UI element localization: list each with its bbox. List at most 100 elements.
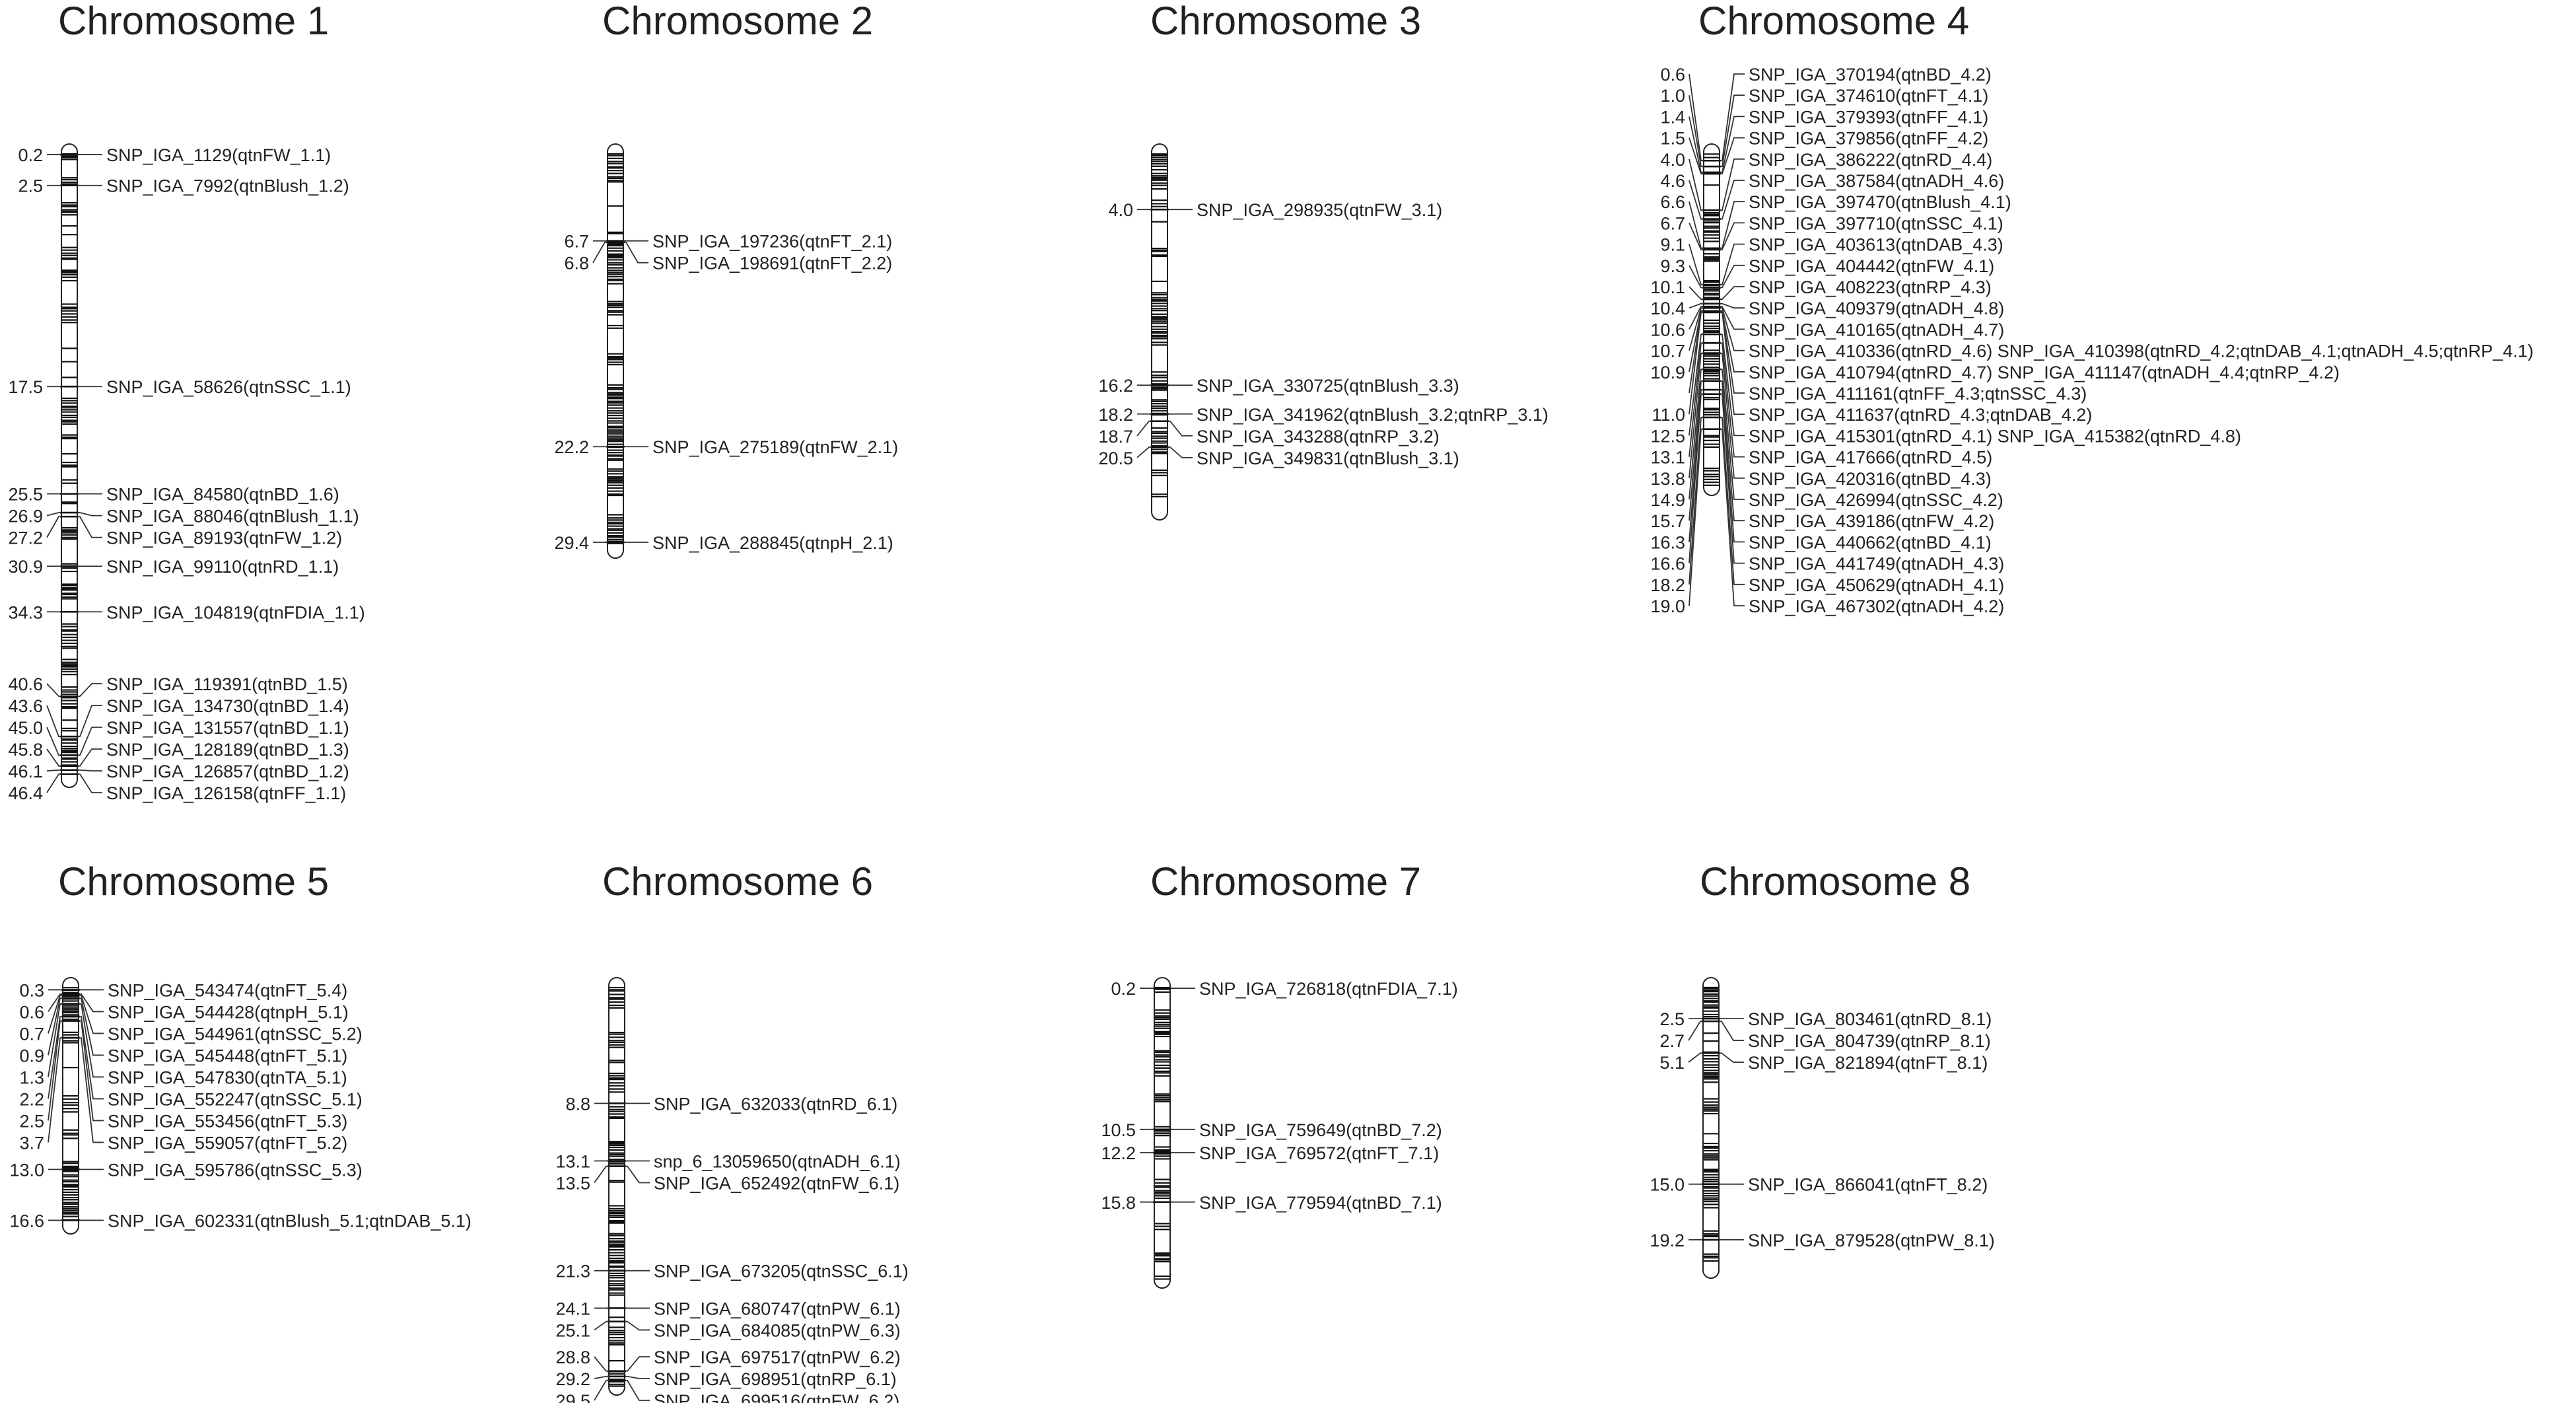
marker-label: SNP_IGA_417666(qtnRD_4.5)	[1749, 448, 1992, 468]
marker-label: SNP_IGA_410336(qtnRD_4.6) SNP_IGA_410398…	[1749, 342, 2534, 361]
chromosome-title: Chromosome 2	[602, 0, 873, 43]
marker-label: SNP_IGA_803461(qtnRD_8.1)	[1748, 1009, 1992, 1029]
chromosome-bar	[1702, 977, 1720, 1279]
marker-7-1: 0.2 SNP_IGA_726818(qtnFDIA_7.1)	[1111, 979, 1457, 999]
marker-8-1: 2.5 SNP_IGA_803461(qtnRD_8.1)	[1659, 1009, 1992, 1029]
marker-position: 13.0	[9, 1160, 44, 1180]
marker-label: SNP_IGA_370194(qtnBD_4.2)	[1749, 65, 1992, 85]
marker-4-11: 10.1 SNP_IGA_408223(qtnRP_4.3)	[1650, 277, 1992, 301]
marker-position: 12.5	[1650, 426, 1685, 446]
chromosome-bar	[1151, 143, 1168, 521]
marker-label: SNP_IGA_697517(qtnPW_6.2)	[654, 1348, 901, 1367]
marker-label: SNP_IGA_545448(qtnFT_5.1)	[108, 1046, 347, 1065]
marker-label: SNP_IGA_343288(qtnRP_3.2)	[1197, 427, 1440, 447]
marker-position: 12.2	[1101, 1143, 1136, 1163]
marker-position: 45.8	[8, 740, 43, 760]
marker-4-9: 9.1 SNP_IGA_403613(qtnDAB_4.3)	[1660, 235, 2003, 286]
marker-position: 14.9	[1650, 490, 1685, 510]
marker-1-12: 45.8 SNP_IGA_128189(qtnBD_1.3)	[8, 740, 349, 768]
marker-position: 2.2	[19, 1089, 44, 1109]
marker-label: SNP_IGA_544961(qtnSSC_5.2)	[108, 1024, 363, 1044]
marker-4-12: 10.4 SNP_IGA_409379(qtnADH_4.8)	[1650, 299, 2004, 318]
marker-label: SNP_IGA_879528(qtnPW_8.1)	[1748, 1231, 1995, 1250]
marker-6-4: 21.3 SNP_IGA_673205(qtnSSC_6.1)	[555, 1262, 908, 1281]
marker-position: 6.7	[564, 232, 589, 252]
marker-label: SNP_IGA_128189(qtnBD_1.3)	[106, 740, 349, 760]
marker-label: snp_6_13059650(qtnADH_6.1)	[654, 1151, 901, 1171]
marker-label: SNP_IGA_726818(qtnFDIA_7.1)	[1199, 979, 1458, 999]
marker-position: 6.8	[564, 254, 589, 273]
marker-position: 6.7	[1660, 213, 1685, 233]
marker-label: SNP_IGA_552247(qtnSSC_5.1)	[108, 1089, 363, 1109]
marker-position: 20.5	[1098, 449, 1133, 468]
marker-8-2: 2.7 SNP_IGA_804739(qtnRP_8.1)	[1659, 1020, 1991, 1051]
marker-2-1: 6.7 SNP_IGA_197236(qtnFT_2.1)	[564, 232, 892, 252]
marker-5-7: 2.5 SNP_IGA_553456(qtnFT_5.3)	[19, 1020, 347, 1131]
marker-7-3: 12.2 SNP_IGA_769572(qtnFT_7.1)	[1101, 1143, 1439, 1163]
marker-position: 16.6	[1650, 554, 1685, 574]
marker-5-1: 0.3 SNP_IGA_543474(qtnFT_5.4)	[19, 980, 347, 1000]
marker-3-5: 20.5 SNP_IGA_349831(qtnBlush_3.1)	[1098, 446, 1459, 468]
marker-position: 43.6	[8, 696, 43, 716]
chromosome-title: Chromosome 3	[1150, 0, 1421, 43]
marker-label: SNP_IGA_467302(qtnADH_4.2)	[1749, 596, 2004, 616]
marker-4-2: 1.0 SNP_IGA_374610(qtnFT_4.1)	[1660, 86, 1988, 168]
marker-label: SNP_IGA_547830(qtnTA_5.1)	[108, 1067, 347, 1087]
marker-label: SNP_IGA_410165(qtnADH_4.7)	[1749, 320, 2004, 340]
marker-label: SNP_IGA_408223(qtnRP_4.3)	[1749, 277, 1992, 297]
chromosome-title: Chromosome 1	[58, 0, 329, 43]
marker-5-3: 0.7 SNP_IGA_544961(qtnSSC_5.2)	[19, 994, 363, 1044]
chromosome-6: Chromosome 6 8.8 SNP_IGA_632033(qtnRD_6.1)…	[555, 859, 908, 1403]
marker-label: SNP_IGA_288845(qtnpH_2.1)	[652, 533, 893, 553]
marker-label: SNP_IGA_275189(qtnFW_2.1)	[652, 437, 898, 457]
marker-label: SNP_IGA_397710(qtnSSC_4.1)	[1749, 213, 2003, 233]
marker-label: SNP_IGA_84580(qtnBD_1.6)	[106, 485, 339, 505]
marker-label: SNP_IGA_632033(qtnRD_6.1)	[654, 1094, 897, 1114]
marker-label: SNP_IGA_409379(qtnADH_4.8)	[1749, 299, 2004, 318]
marker-label: SNP_IGA_58626(qtnSSC_1.1)	[106, 377, 351, 397]
marker-label: SNP_IGA_330725(qtnBlush_3.3)	[1197, 376, 1459, 396]
marker-label: SNP_IGA_595786(qtnSSC_5.3)	[108, 1160, 363, 1180]
marker-label: SNP_IGA_544428(qtnpH_5.1)	[108, 1002, 349, 1022]
marker-label: SNP_IGA_403613(qtnDAB_4.3)	[1749, 235, 2003, 255]
marker-5-8: 3.7 SNP_IGA_559057(qtnFT_5.2)	[19, 1036, 347, 1153]
marker-position: 0.9	[19, 1046, 44, 1065]
marker-8-3: 5.1 SNP_IGA_821894(qtnFT_8.1)	[1659, 1052, 1988, 1073]
chromosome-title: Chromosome 6	[602, 859, 873, 904]
chromosome-3: Chromosome 3 4.0 SNP_IGA_298935(qtnFW_3.1)…	[1098, 0, 1549, 521]
chromosome-title: Chromosome 4	[1698, 0, 1969, 43]
marker-position: 40.6	[8, 674, 43, 694]
marker-label: SNP_IGA_415301(qtnRD_4.1) SNP_IGA_415382…	[1749, 426, 2241, 446]
marker-8-5: 19.2 SNP_IGA_879528(qtnPW_8.1)	[1650, 1231, 1994, 1250]
marker-position: 34.3	[8, 602, 43, 622]
marker-position: 18.7	[1098, 427, 1133, 447]
marker-6-7: 28.8 SNP_IGA_697517(qtnPW_6.2)	[555, 1348, 901, 1372]
marker-4-22: 15.7 SNP_IGA_439186(qtnFW_4.2)	[1650, 380, 1994, 531]
marker-label: SNP_IGA_7992(qtnBlush_1.2)	[106, 176, 349, 196]
chromosome-8: Chromosome 8 2.5 SNP_IGA_803461(qtnRD_8.1)…	[1650, 859, 1995, 1279]
marker-label: SNP_IGA_387584(qtnADH_4.6)	[1749, 171, 2004, 191]
chromosome-title: Chromosome 8	[1700, 859, 1970, 904]
marker-position: 25.5	[8, 485, 43, 505]
marker-position: 24.1	[555, 1299, 590, 1318]
marker-label: SNP_IGA_543474(qtnFT_5.4)	[108, 980, 347, 1000]
marker-position: 8.8	[565, 1094, 590, 1114]
marker-label: SNP_IGA_99110(qtnRD_1.1)	[106, 557, 339, 577]
marker-label: SNP_IGA_779594(qtnBD_7.1)	[1199, 1193, 1442, 1213]
marker-label: SNP_IGA_450629(qtnADH_4.1)	[1749, 575, 2004, 595]
marker-position: 18.2	[1098, 405, 1133, 425]
marker-label: SNP_IGA_89193(qtnFW_1.2)	[106, 528, 342, 548]
marker-4-26: 19.0 SNP_IGA_467302(qtnADH_4.2)	[1650, 428, 2004, 616]
marker-6-2: 13.1 snp_6_13059650(qtnADH_6.1)	[555, 1151, 900, 1171]
marker-position: 0.2	[18, 145, 43, 165]
marker-1-3: 17.5 SNP_IGA_58626(qtnSSC_1.1)	[8, 377, 351, 397]
marker-label: SNP_IGA_602331(qtnBlush_5.1;qtnDAB_5.1)	[108, 1211, 471, 1231]
marker-3-2: 16.2 SNP_IGA_330725(qtnBlush_3.3)	[1098, 376, 1459, 396]
marker-5-6: 2.2 SNP_IGA_552247(qtnSSC_5.1)	[19, 1015, 363, 1109]
marker-position: 4.0	[1660, 150, 1685, 170]
marker-1-14: 46.4 SNP_IGA_126158(qtnFF_1.1)	[8, 773, 346, 803]
marker-position: 5.1	[1659, 1053, 1685, 1073]
marker-position: 4.0	[1108, 200, 1133, 220]
marker-label: SNP_IGA_119391(qtnBD_1.5)	[106, 674, 348, 694]
